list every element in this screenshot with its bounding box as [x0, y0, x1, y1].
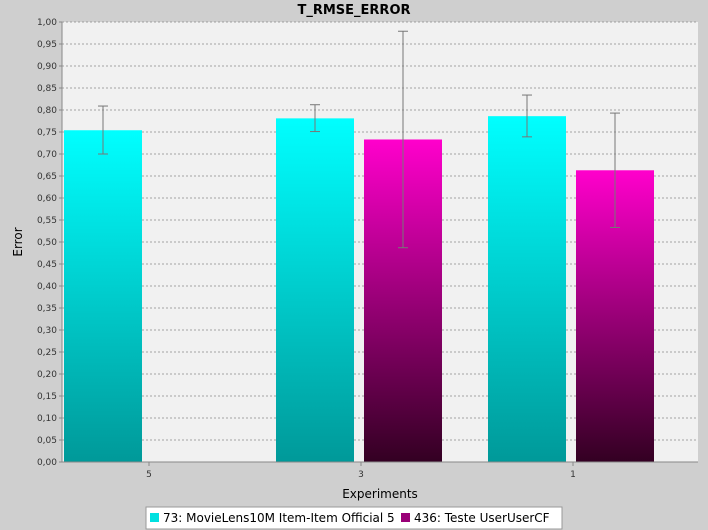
bar-series-1-5: [64, 130, 142, 463]
y-tick-label: 0,65: [37, 172, 57, 182]
y-tick-label: 0,50: [37, 238, 57, 248]
legend-swatch-series-1: [150, 513, 159, 522]
y-tick-label: 0,40: [37, 282, 57, 292]
x-axis-ticks: 5 3 1: [146, 462, 576, 480]
y-tick-label: 0,45: [37, 260, 57, 270]
legend-label-series-2: 436: Teste UserUserCF: [414, 511, 550, 525]
y-axis-ticks: 0,00 0,05 0,10 0,15 0,20 0,25 0,30 0,35 0,40 0,45…: [37, 18, 62, 468]
legend: 73: MovieLens10M Item-Item Official 5 43…: [145, 506, 563, 530]
y-tick-label: 0,60: [37, 194, 57, 204]
legend-swatch-series-2: [401, 513, 410, 522]
y-tick-label: 1,00: [37, 18, 57, 28]
y-tick-label: 0,70: [37, 150, 57, 160]
y-tick-label: 0,05: [37, 436, 57, 446]
x-axis-title: Experiments: [342, 487, 418, 501]
y-tick-label: 0,30: [37, 326, 57, 336]
chart-title: T_RMSE_ERROR: [297, 3, 410, 18]
x-tick-label: 3: [358, 470, 364, 480]
y-tick-label: 0,80: [37, 106, 57, 116]
y-tick-label: 0,15: [37, 392, 57, 402]
y-tick-label: 0,90: [37, 62, 57, 72]
error-bars: [98, 30, 620, 249]
legend-box: [145, 506, 563, 530]
x-tick-label: 5: [146, 470, 152, 480]
y-tick-label: 0,00: [37, 458, 57, 468]
y-tick-label: 0,10: [37, 414, 57, 424]
gridlines: [62, 21, 698, 441]
legend-label-series-1: 73: MovieLens10M Item-Item Official 5: [163, 511, 395, 525]
y-tick-label: 0,20: [37, 370, 57, 380]
x-tick-label: 1: [570, 470, 576, 480]
y-tick-label: 0,55: [37, 216, 57, 226]
y-tick-label: 0,25: [37, 348, 57, 358]
y-tick-label: 0,35: [37, 304, 57, 314]
y-tick-label: 0,95: [37, 40, 57, 50]
y-axis-title: Error: [11, 227, 25, 256]
bar-series-1-3: [276, 118, 354, 463]
bar-series-1-1: [488, 116, 566, 462]
y-tick-label: 0,85: [37, 84, 57, 94]
y-tick-label: 0,75: [37, 128, 57, 138]
